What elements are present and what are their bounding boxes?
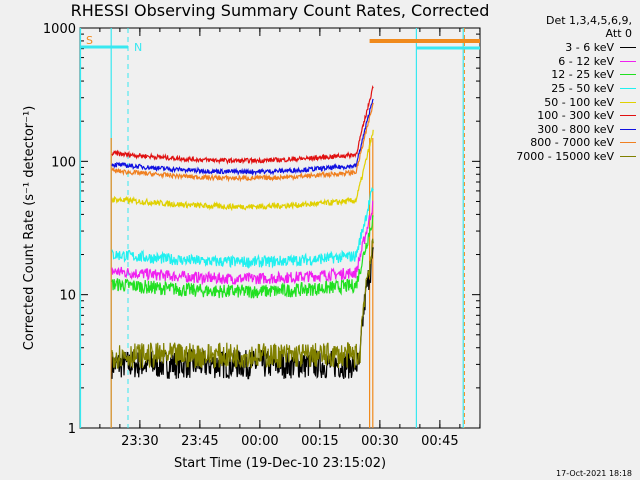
series-line bbox=[111, 238, 374, 369]
legend-label: 12 - 25 keV bbox=[551, 68, 614, 82]
series-line bbox=[111, 215, 374, 299]
legend-item: 12 - 25 keV bbox=[476, 68, 636, 82]
series-line bbox=[111, 187, 374, 270]
legend-label: 3 - 6 keV bbox=[565, 41, 614, 55]
flag-label-s: S bbox=[86, 34, 93, 47]
series-line bbox=[111, 85, 374, 165]
legend-label: 25 - 50 keV bbox=[551, 82, 614, 96]
legend-swatch bbox=[620, 156, 636, 158]
legend-swatch bbox=[620, 74, 636, 76]
x-tick-label: 00:15 bbox=[301, 434, 338, 449]
x-tick-label: 00:00 bbox=[241, 434, 278, 449]
legend-swatch bbox=[620, 101, 636, 103]
legend-item: 100 - 300 keV bbox=[476, 109, 636, 123]
x-tick-label: 00:30 bbox=[361, 434, 398, 449]
legend-item: 300 - 800 keV bbox=[476, 123, 636, 137]
x-tick-label: 23:30 bbox=[121, 434, 158, 449]
series-line bbox=[111, 102, 374, 183]
y-tick-label: 1 bbox=[68, 422, 76, 437]
series-line bbox=[111, 200, 374, 286]
y-tick-label: 1000 bbox=[43, 22, 76, 37]
legend-item: 800 - 7000 keV bbox=[476, 136, 636, 150]
legend-label: 6 - 12 keV bbox=[558, 54, 614, 68]
detector-info-line-1: Det 1,3,4,5,6,9, bbox=[545, 14, 632, 27]
x-tick-label: 23:45 bbox=[181, 434, 218, 449]
flag-label-n: N bbox=[134, 41, 142, 54]
legend-label: 100 - 300 keV bbox=[537, 109, 614, 123]
legend-swatch bbox=[620, 128, 636, 130]
series-line bbox=[111, 129, 374, 212]
x-axis-label: Start Time (19-Dec-10 23:15:02) bbox=[174, 456, 386, 471]
legend-swatch bbox=[620, 115, 636, 117]
legend-label: 800 - 7000 keV bbox=[530, 136, 614, 150]
legend-swatch bbox=[620, 47, 636, 49]
legend-label: 300 - 800 keV bbox=[537, 122, 614, 136]
x-tick-label: 00:45 bbox=[421, 434, 458, 449]
legend-swatch bbox=[620, 60, 636, 62]
legend-item: 6 - 12 keV bbox=[476, 55, 636, 69]
legend-swatch bbox=[620, 88, 636, 90]
y-tick-label: 100 bbox=[51, 155, 76, 170]
detector-info-line-2: Att 0 bbox=[605, 27, 632, 40]
y-axis-label: Corrected Count Rate (s⁻¹ detector⁻¹) bbox=[22, 106, 37, 351]
chart-title: RHESSI Observing Summary Count Rates, Co… bbox=[70, 1, 490, 20]
series-line bbox=[111, 98, 374, 177]
legend-item: 3 - 6 keV bbox=[476, 41, 636, 55]
legend-item: 7000 - 15000 keV bbox=[476, 150, 636, 164]
detector-info: Det 1,3,4,5,6,9, Att 0 bbox=[546, 14, 632, 40]
timestamp: 17-Oct-2021 18:18 bbox=[556, 469, 632, 478]
y-tick-label: 10 bbox=[59, 289, 76, 304]
legend-item: 50 - 100 keV bbox=[476, 95, 636, 109]
legend: 3 - 6 keV 6 - 12 keV 12 - 25 keV 25 - 50 ke… bbox=[476, 41, 636, 163]
legend-swatch bbox=[620, 142, 636, 144]
legend-label: 50 - 100 keV bbox=[544, 95, 614, 109]
legend-item: 25 - 50 keV bbox=[476, 82, 636, 96]
legend-label: 7000 - 15000 keV bbox=[516, 150, 614, 164]
